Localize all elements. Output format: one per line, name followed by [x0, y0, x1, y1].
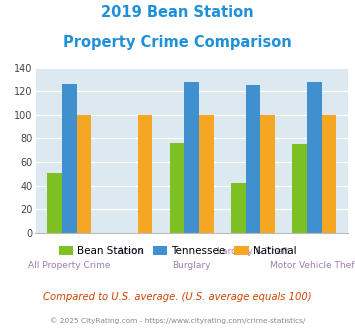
Bar: [199, 115, 214, 233]
Bar: [292, 144, 307, 233]
Bar: [322, 115, 336, 233]
Bar: [246, 85, 260, 233]
Bar: [307, 82, 322, 233]
Text: Arson: Arson: [118, 248, 143, 256]
Text: © 2025 CityRating.com - https://www.cityrating.com/crime-statistics/: © 2025 CityRating.com - https://www.city…: [50, 317, 305, 324]
Bar: [184, 82, 199, 233]
Text: Motor Vehicle Theft: Motor Vehicle Theft: [270, 261, 355, 270]
Legend: Bean Station, Tennessee, National: Bean Station, Tennessee, National: [54, 242, 301, 260]
Text: Compared to U.S. average. (U.S. average equals 100): Compared to U.S. average. (U.S. average …: [43, 292, 312, 302]
Bar: [231, 183, 246, 233]
Bar: [138, 115, 153, 233]
Text: All Property Crime: All Property Crime: [28, 261, 110, 270]
Bar: [62, 84, 77, 233]
Text: 2019 Bean Station: 2019 Bean Station: [101, 5, 254, 20]
Text: Larceny & Theft: Larceny & Theft: [217, 248, 289, 256]
Text: Burglary: Burglary: [173, 261, 211, 270]
Text: Property Crime Comparison: Property Crime Comparison: [63, 35, 292, 50]
Bar: [77, 115, 91, 233]
Bar: [170, 143, 184, 233]
Bar: [260, 115, 275, 233]
Bar: [47, 173, 62, 233]
